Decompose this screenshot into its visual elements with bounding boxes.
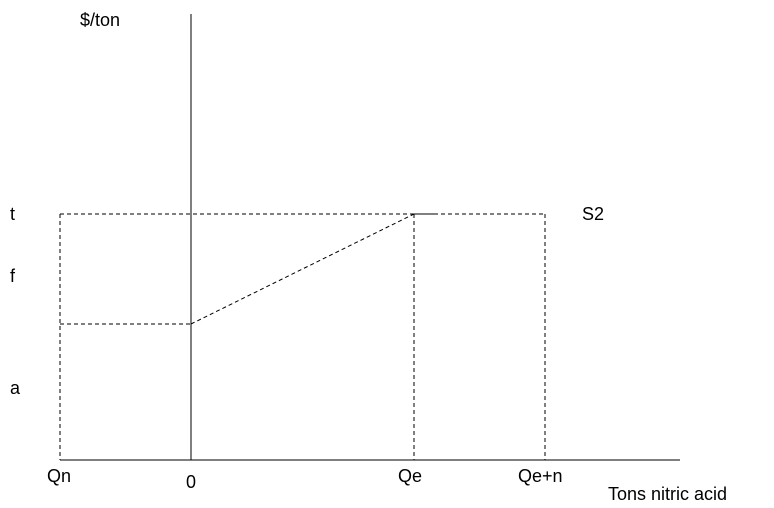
x-tick-qe: Qe bbox=[398, 466, 422, 486]
x-tick-qn: Qn bbox=[47, 466, 71, 486]
x-tick-zero: 0 bbox=[186, 472, 196, 492]
y-tick-f: f bbox=[10, 266, 16, 286]
y-axis-label: $/ton bbox=[80, 10, 120, 30]
y-tick-a: a bbox=[10, 378, 21, 398]
x-tick-qe-n: Qe+n bbox=[518, 466, 563, 486]
curve-label-s2: S2 bbox=[582, 204, 604, 224]
y-tick-t: t bbox=[10, 204, 15, 224]
supply-curve-rising bbox=[190, 213, 415, 325]
x-axis-label: Tons nitric acid bbox=[608, 484, 727, 504]
